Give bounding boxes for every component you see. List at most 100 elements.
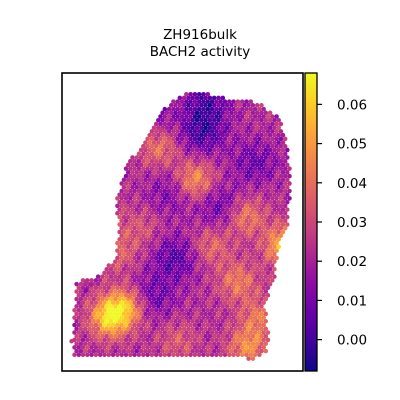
spot bbox=[171, 240, 176, 246]
spot bbox=[95, 348, 101, 354]
spot bbox=[119, 233, 124, 238]
spot bbox=[196, 322, 202, 328]
spot bbox=[179, 136, 185, 142]
spot bbox=[229, 125, 234, 130]
spot bbox=[199, 341, 204, 346]
spot bbox=[201, 106, 206, 112]
spot bbox=[192, 337, 198, 343]
spot bbox=[222, 181, 228, 186]
spot bbox=[166, 300, 172, 305]
spot bbox=[164, 333, 170, 339]
spot bbox=[158, 330, 163, 335]
spot bbox=[239, 315, 245, 320]
spot bbox=[138, 162, 144, 168]
spot bbox=[244, 188, 249, 194]
spot bbox=[138, 326, 144, 332]
spot bbox=[181, 289, 187, 294]
spot bbox=[199, 319, 204, 324]
spot bbox=[222, 233, 228, 238]
spot bbox=[252, 129, 258, 134]
spot bbox=[246, 207, 251, 212]
spot bbox=[136, 211, 142, 216]
spot bbox=[242, 333, 247, 339]
spot bbox=[257, 188, 262, 194]
spot bbox=[141, 166, 146, 171]
spot bbox=[91, 296, 97, 302]
spot bbox=[199, 95, 204, 101]
spot bbox=[252, 315, 258, 320]
spot bbox=[93, 330, 99, 335]
spot bbox=[201, 136, 206, 142]
spot bbox=[214, 337, 219, 343]
spot bbox=[188, 307, 193, 313]
spot bbox=[166, 255, 172, 261]
spot bbox=[149, 188, 155, 194]
spot bbox=[160, 348, 165, 354]
spot bbox=[250, 192, 256, 197]
spot bbox=[186, 207, 191, 212]
spot bbox=[171, 136, 176, 142]
spot bbox=[263, 259, 269, 264]
spot bbox=[244, 151, 249, 157]
spot bbox=[186, 222, 191, 227]
spot bbox=[125, 341, 131, 346]
spot bbox=[158, 218, 163, 224]
spot bbox=[138, 319, 144, 324]
spot bbox=[222, 173, 228, 179]
spot bbox=[257, 173, 262, 179]
spot bbox=[239, 278, 245, 283]
spot bbox=[242, 274, 247, 279]
spot bbox=[276, 132, 281, 138]
spot bbox=[274, 151, 279, 157]
spot bbox=[136, 218, 142, 224]
spot bbox=[280, 147, 286, 153]
spot bbox=[218, 315, 223, 320]
spot bbox=[261, 136, 266, 142]
spot bbox=[115, 293, 120, 298]
spot bbox=[244, 158, 249, 164]
spot bbox=[280, 185, 286, 190]
spot bbox=[138, 237, 144, 242]
spot bbox=[227, 158, 232, 164]
spot bbox=[227, 173, 232, 179]
spot bbox=[228, 163, 233, 168]
spot bbox=[151, 229, 157, 235]
spot bbox=[194, 319, 200, 324]
spot bbox=[143, 296, 148, 302]
spot bbox=[199, 103, 204, 108]
spot bbox=[196, 129, 202, 134]
spot bbox=[280, 192, 286, 197]
spot bbox=[237, 125, 243, 130]
spot bbox=[246, 222, 251, 227]
spot bbox=[207, 170, 213, 175]
spot bbox=[136, 293, 142, 298]
spot bbox=[164, 117, 170, 123]
spot bbox=[192, 188, 198, 194]
spot bbox=[239, 248, 245, 253]
spot bbox=[125, 162, 131, 168]
spot bbox=[184, 233, 189, 238]
spot bbox=[123, 263, 129, 268]
spot bbox=[209, 151, 215, 157]
spot bbox=[235, 225, 241, 231]
spot bbox=[231, 345, 236, 350]
spot bbox=[199, 170, 204, 175]
spot bbox=[224, 199, 230, 205]
spot bbox=[207, 177, 213, 183]
spot bbox=[102, 307, 107, 313]
spot bbox=[207, 185, 213, 190]
spot bbox=[248, 114, 254, 119]
spot bbox=[160, 311, 165, 317]
spot bbox=[254, 140, 260, 145]
spot bbox=[108, 296, 114, 302]
spot bbox=[89, 352, 94, 358]
spot bbox=[276, 185, 281, 190]
spot bbox=[177, 199, 183, 205]
spot bbox=[276, 207, 281, 212]
spot bbox=[113, 289, 118, 294]
spot bbox=[153, 248, 159, 253]
spot bbox=[222, 196, 228, 201]
spot bbox=[186, 170, 191, 175]
spot bbox=[244, 307, 249, 313]
spot bbox=[287, 196, 292, 201]
